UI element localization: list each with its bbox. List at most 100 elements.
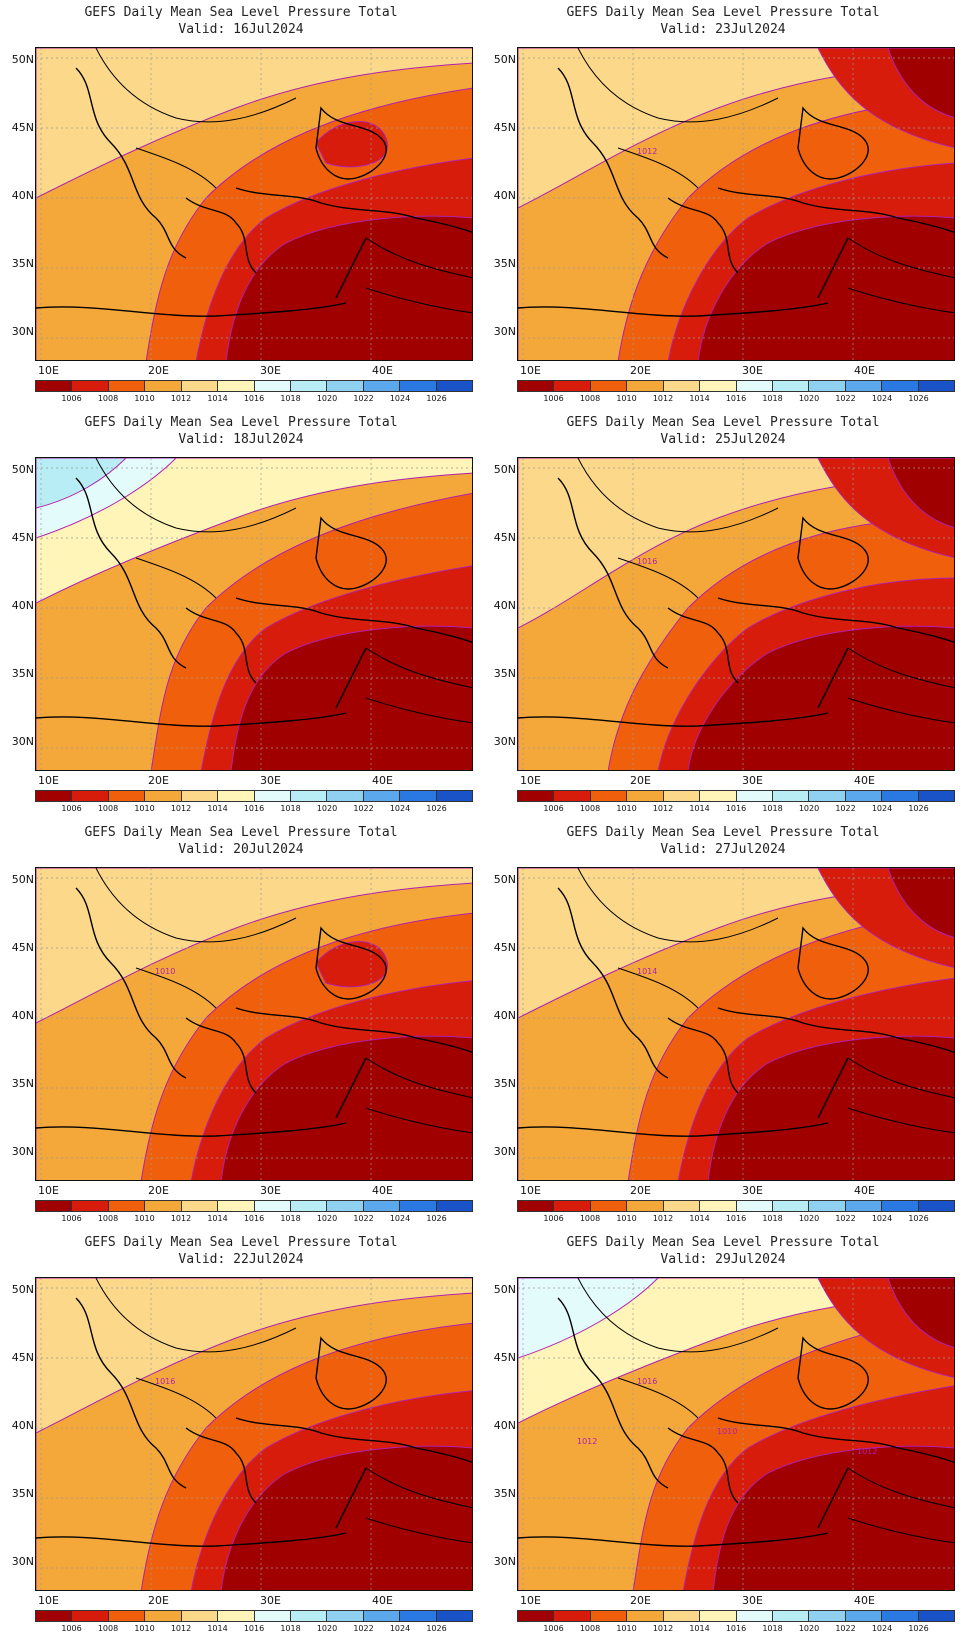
colorbar-swatch xyxy=(700,791,737,801)
colorbar-label: 1014 xyxy=(207,804,228,813)
colorbar-swatch xyxy=(590,1201,628,1211)
lat-label: 35N xyxy=(11,1077,34,1090)
colorbar-label: 1012 xyxy=(652,394,674,403)
panel-valid-date: Valid: 27Jul2024 xyxy=(660,842,786,857)
map-panel-8: GEFS Daily Mean Sea Level Pressure Total… xyxy=(482,1230,964,1640)
colorbar-label: 1016 xyxy=(243,1214,265,1223)
colorbar-swatch xyxy=(400,1611,437,1621)
colorbar-swatch xyxy=(254,791,291,801)
colorbar-label: 1016 xyxy=(243,804,265,813)
colorbar-label: 1010 xyxy=(134,394,155,403)
panel-valid-date: Valid: 23Jul2024 xyxy=(660,22,786,37)
colorbar-swatch xyxy=(36,381,73,391)
lon-label: 30E xyxy=(260,1594,281,1607)
colorbar-label: 1008 xyxy=(97,1624,119,1633)
colorbar-swatch xyxy=(254,381,291,391)
lon-label: 20E xyxy=(630,364,651,377)
colorbar-swatch xyxy=(918,791,955,801)
lat-label: 40N xyxy=(493,599,516,612)
colorbar-label: 1020 xyxy=(316,1214,338,1223)
colorbar-label: 1024 xyxy=(871,394,893,403)
lat-label: 50N xyxy=(493,53,516,66)
colorbar-label: 1008 xyxy=(97,804,119,813)
lat-label: 30N xyxy=(493,1555,516,1568)
lat-label: 45N xyxy=(493,121,516,134)
lat-label: 35N xyxy=(493,667,516,680)
colorbar-swatch xyxy=(218,1201,255,1211)
colorbar-swatch xyxy=(772,791,810,801)
colorbar-label: 1010 xyxy=(134,1214,155,1223)
contour-label: 1012 xyxy=(637,147,658,156)
colorbar-label: 1014 xyxy=(689,804,710,813)
colorbar-label: 1020 xyxy=(316,804,338,813)
colorbar-label: 1016 xyxy=(725,804,747,813)
colorbar-label: 1006 xyxy=(61,1214,82,1223)
colorbar-label: 1026 xyxy=(908,804,929,813)
colorbar-swatch xyxy=(72,791,109,801)
lat-label: 45N xyxy=(493,1351,516,1364)
colorbar-swatch xyxy=(882,1201,919,1211)
colorbar-swatch xyxy=(554,381,591,391)
colorbar-label: 1018 xyxy=(280,804,301,813)
colorbar-label: 1024 xyxy=(389,1214,411,1223)
colorbar-label: 1016 xyxy=(243,1624,265,1633)
colorbar-label: 1018 xyxy=(762,804,783,813)
lat-label: 30N xyxy=(11,1555,34,1568)
panel-valid-date: Valid: 16Jul2024 xyxy=(178,22,304,37)
colorbar-swatch xyxy=(663,1201,701,1211)
map-panel-6: GEFS Daily Mean Sea Level Pressure Total… xyxy=(482,820,964,1230)
lon-label: 40E xyxy=(372,774,393,787)
lat-label: 45N xyxy=(493,531,516,544)
lat-label: 30N xyxy=(11,1145,34,1158)
colorbar-swatch xyxy=(218,1611,255,1621)
colorbar-label: 1026 xyxy=(426,1214,447,1223)
colorbar-swatch xyxy=(518,1201,555,1211)
lat-label: 30N xyxy=(493,325,516,338)
pressure-map xyxy=(517,1277,955,1591)
pressure-map xyxy=(517,457,955,771)
colorbar-label: 1014 xyxy=(689,1214,710,1223)
lon-label: 30E xyxy=(260,364,281,377)
colorbar-swatch xyxy=(327,1201,364,1211)
colorbar-label: 1008 xyxy=(579,804,601,813)
colorbar-label: 1022 xyxy=(353,394,374,403)
colorbar-label: 1012 xyxy=(170,804,192,813)
pressure-map xyxy=(35,457,473,771)
colorbar-swatch xyxy=(436,791,473,801)
contour-label: 1016 xyxy=(155,1377,176,1386)
colorbar-swatch xyxy=(590,791,628,801)
panel-valid-date: Valid: 18Jul2024 xyxy=(178,432,304,447)
panel-valid-date: Valid: 22Jul2024 xyxy=(178,1252,304,1267)
lon-label: 30E xyxy=(742,774,763,787)
map-panel-3: GEFS Daily Mean Sea Level Pressure Total… xyxy=(0,410,482,820)
colorbar-swatch xyxy=(772,1611,810,1621)
colorbar-swatch xyxy=(290,1611,328,1621)
colorbar-swatch xyxy=(772,1201,810,1211)
lat-label: 50N xyxy=(11,53,34,66)
lon-label: 40E xyxy=(854,1594,875,1607)
colorbar-swatch xyxy=(882,381,919,391)
colorbar-label: 1012 xyxy=(652,804,674,813)
colorbar xyxy=(35,1610,473,1622)
colorbar-label: 1006 xyxy=(543,1624,564,1633)
colorbar-swatch xyxy=(627,791,664,801)
lat-label: 30N xyxy=(493,735,516,748)
lat-label: 30N xyxy=(11,325,34,338)
colorbar-swatch xyxy=(700,1201,737,1211)
lon-label: 40E xyxy=(372,364,393,377)
lat-label: 45N xyxy=(11,941,34,954)
lon-label: 20E xyxy=(630,774,651,787)
lon-label: 40E xyxy=(372,1594,393,1607)
colorbar-label: 1022 xyxy=(835,1624,856,1633)
colorbar-label: 1012 xyxy=(170,1624,192,1633)
lat-label: 50N xyxy=(11,873,34,886)
colorbar-swatch xyxy=(918,381,955,391)
lat-label: 45N xyxy=(11,121,34,134)
lon-label: 30E xyxy=(742,1184,763,1197)
colorbar-swatch xyxy=(363,1201,401,1211)
colorbar-label: 1008 xyxy=(579,394,601,403)
colorbar-swatch xyxy=(145,791,182,801)
lon-label: 20E xyxy=(148,1184,169,1197)
colorbar-swatch xyxy=(627,381,664,391)
